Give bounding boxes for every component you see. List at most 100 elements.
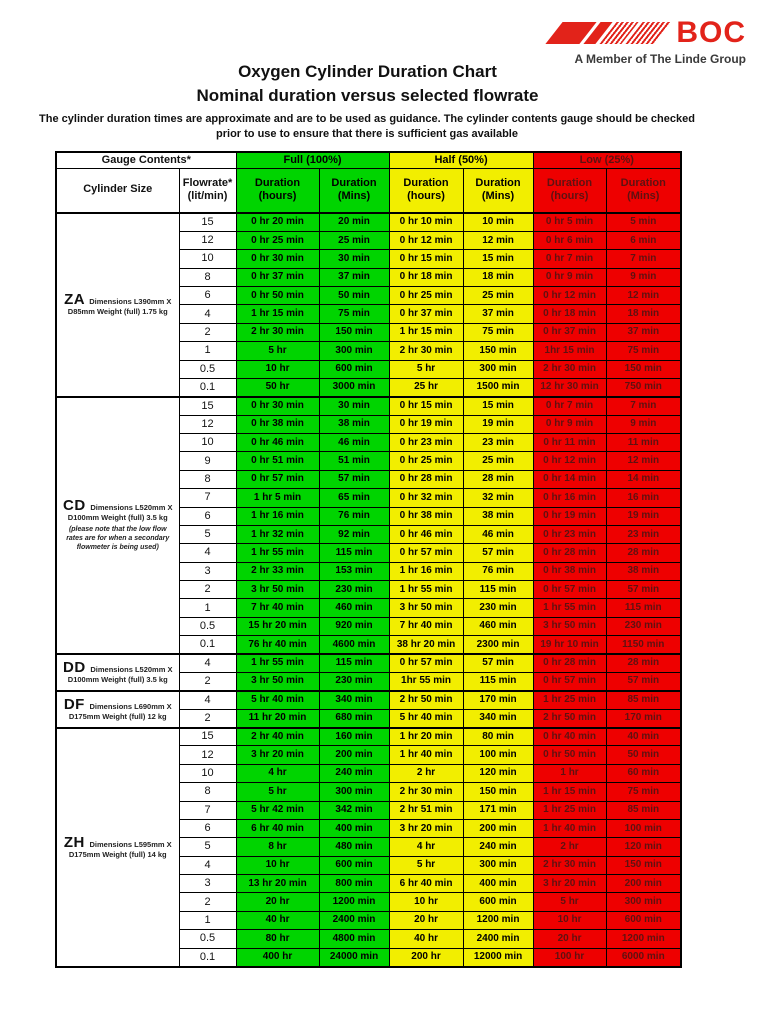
duration-cell: 1 hr bbox=[532, 763, 607, 784]
duration-cell: 1 hr 16 min bbox=[388, 561, 464, 582]
cylinder-code: DF bbox=[63, 695, 90, 713]
duration-cell: 100 min bbox=[462, 745, 534, 765]
duration-cell: 3 hr 50 min bbox=[235, 579, 320, 600]
duration-cell: 0 hr 37 min bbox=[235, 267, 320, 288]
duration-cell: 1 hr 55 min bbox=[235, 652, 320, 673]
duration-cell: 150 min bbox=[605, 359, 682, 379]
duration-cell: 0 hr 7 min bbox=[532, 249, 607, 269]
flowrate-cell: 12 bbox=[178, 230, 237, 251]
cylinder-dimensions: Dimensions L690mm X bbox=[89, 701, 172, 711]
duration-cell: 5 hr 40 min bbox=[235, 689, 320, 710]
duration-cell: 150 min bbox=[462, 782, 534, 802]
duration-cell: 460 min bbox=[318, 598, 390, 618]
duration-cell: 0 hr 19 min bbox=[532, 506, 607, 526]
duration-cell: 680 min bbox=[318, 708, 390, 729]
duration-cell: 9 min bbox=[605, 267, 682, 288]
flowrate-cell: 15 bbox=[178, 395, 237, 416]
duration-cell: 2 hr 40 min bbox=[235, 726, 320, 747]
duration-cell: 40 hr bbox=[235, 910, 320, 931]
duration-cell: 1 hr 55 min bbox=[532, 598, 607, 618]
flowrate-cell: 12 bbox=[178, 745, 237, 765]
duration-cell: 18 min bbox=[462, 267, 534, 288]
header-duration-hours-half: Duration (hours) bbox=[388, 167, 464, 214]
duration-cell: 300 min bbox=[605, 892, 682, 912]
table-row: 2 20 hr 1200 min 10 hr 600 min 5 hr 300 min bbox=[56, 892, 682, 912]
duration-cell: 0 hr 11 min bbox=[532, 432, 607, 453]
flowrate-cell: 1 bbox=[178, 910, 237, 931]
header-duration-mins-low: Duration (Mins) bbox=[605, 167, 682, 214]
table-row: 10 0 hr 46 min 46 min 0 hr 23 min 23 min 0 hr… bbox=[56, 432, 682, 453]
duration-cell: 1 hr 32 min bbox=[235, 524, 320, 545]
duration-cell: 1150 min bbox=[605, 635, 682, 655]
duration-cell: 12 hr 30 min bbox=[532, 377, 607, 398]
duration-cell: 0 hr 38 min bbox=[532, 561, 607, 582]
duration-cell: 12 min bbox=[605, 285, 682, 306]
duration-cell: 150 min bbox=[605, 855, 682, 876]
duration-cell: 51 min bbox=[318, 451, 390, 471]
duration-cell: 1 hr 40 min bbox=[532, 818, 607, 839]
flowrate-cell: 6 bbox=[178, 285, 237, 306]
table-row: 12 3 hr 20 min 200 min 1 hr 40 min 100 min 0 … bbox=[56, 745, 682, 765]
duration-cell: 0 hr 50 min bbox=[532, 745, 607, 765]
duration-cell: 57 min bbox=[462, 543, 534, 563]
duration-cell: 3 hr 50 min bbox=[388, 598, 464, 618]
duration-cell: 1200 min bbox=[462, 910, 534, 931]
flowrate-cell: 7 bbox=[178, 488, 237, 508]
table-row: 0.1 50 hr 3000 min 25 hr 1500 min 12 hr 30 mi… bbox=[56, 377, 682, 398]
duration-cell: 28 min bbox=[605, 652, 682, 673]
duration-cell: 0 hr 30 min bbox=[235, 249, 320, 269]
table-row: DF Dimensions L690mm X D175mm Weight (ful… bbox=[55, 689, 682, 728]
duration-cell: 25 min bbox=[462, 451, 534, 471]
duration-cell: 0 hr 7 min bbox=[532, 395, 607, 416]
duration-cell: 80 hr bbox=[235, 929, 320, 949]
table-row: 4 10 hr 600 min 5 hr 300 min 2 hr 30 min 150 m… bbox=[56, 855, 682, 876]
duration-cell: 400 hr bbox=[235, 947, 320, 968]
flowrate-cell: 0.1 bbox=[178, 377, 237, 398]
cylinder-code: ZH bbox=[63, 833, 90, 851]
duration-cell: 12 min bbox=[462, 230, 534, 251]
flowrate-cell: 9 bbox=[178, 451, 237, 471]
duration-cell: 1 hr 55 min bbox=[235, 543, 320, 563]
duration-cell: 65 min bbox=[318, 488, 390, 508]
duration-cell: 0 hr 9 min bbox=[532, 414, 607, 435]
duration-cell: 1500 min bbox=[462, 377, 534, 398]
boc-stripes-icon bbox=[545, 21, 671, 45]
duration-cell: 76 hr 40 min bbox=[235, 635, 320, 655]
duration-cell: 200 hr bbox=[388, 947, 464, 968]
duration-cell: 1200 min bbox=[318, 892, 390, 912]
duration-cell: 0 hr 18 min bbox=[532, 304, 607, 324]
duration-cell: 1 hr 40 min bbox=[388, 745, 464, 765]
duration-cell: 6000 min bbox=[605, 947, 682, 968]
duration-cell: 0 hr 18 min bbox=[388, 267, 464, 288]
header-condition-low: Low (25%) bbox=[532, 151, 682, 169]
duration-cell: 2 hr 30 min bbox=[532, 359, 607, 379]
flowrate-cell: 1 bbox=[178, 341, 237, 361]
table-row: 12 0 hr 38 min 38 min 0 hr 19 min 19 min 0 hr… bbox=[56, 414, 682, 435]
duration-cell: 3 hr 50 min bbox=[532, 616, 607, 637]
duration-cell: 0 hr 25 min bbox=[235, 230, 320, 251]
duration-cell: 0 hr 25 min bbox=[388, 285, 464, 306]
flowrate-cell: 5 bbox=[178, 524, 237, 545]
duration-cell: 0 hr 6 min bbox=[532, 230, 607, 251]
cylinder-code: ZA bbox=[64, 291, 90, 309]
duration-cell: 5 min bbox=[605, 211, 682, 232]
duration-cell: 12 min bbox=[605, 451, 682, 471]
duration-cell: 0 hr 5 min bbox=[532, 211, 607, 232]
duration-cell: 19 min bbox=[462, 414, 534, 435]
duration-cell: 0 hr 46 min bbox=[235, 432, 320, 453]
flowrate-cell: 15 bbox=[178, 211, 237, 232]
duration-cell: 2400 min bbox=[318, 910, 390, 931]
duration-cell: 0 hr 38 min bbox=[388, 506, 464, 526]
flowrate-cell: 4 bbox=[178, 855, 237, 876]
duration-cell: 50 min bbox=[318, 285, 390, 306]
table-row: 12 0 hr 25 min 25 min 0 hr 12 min 12 min 0 hr… bbox=[56, 230, 682, 251]
header-duration-mins-half: Duration (Mins) bbox=[462, 167, 534, 214]
duration-cell: 1 hr 15 min bbox=[235, 304, 320, 324]
